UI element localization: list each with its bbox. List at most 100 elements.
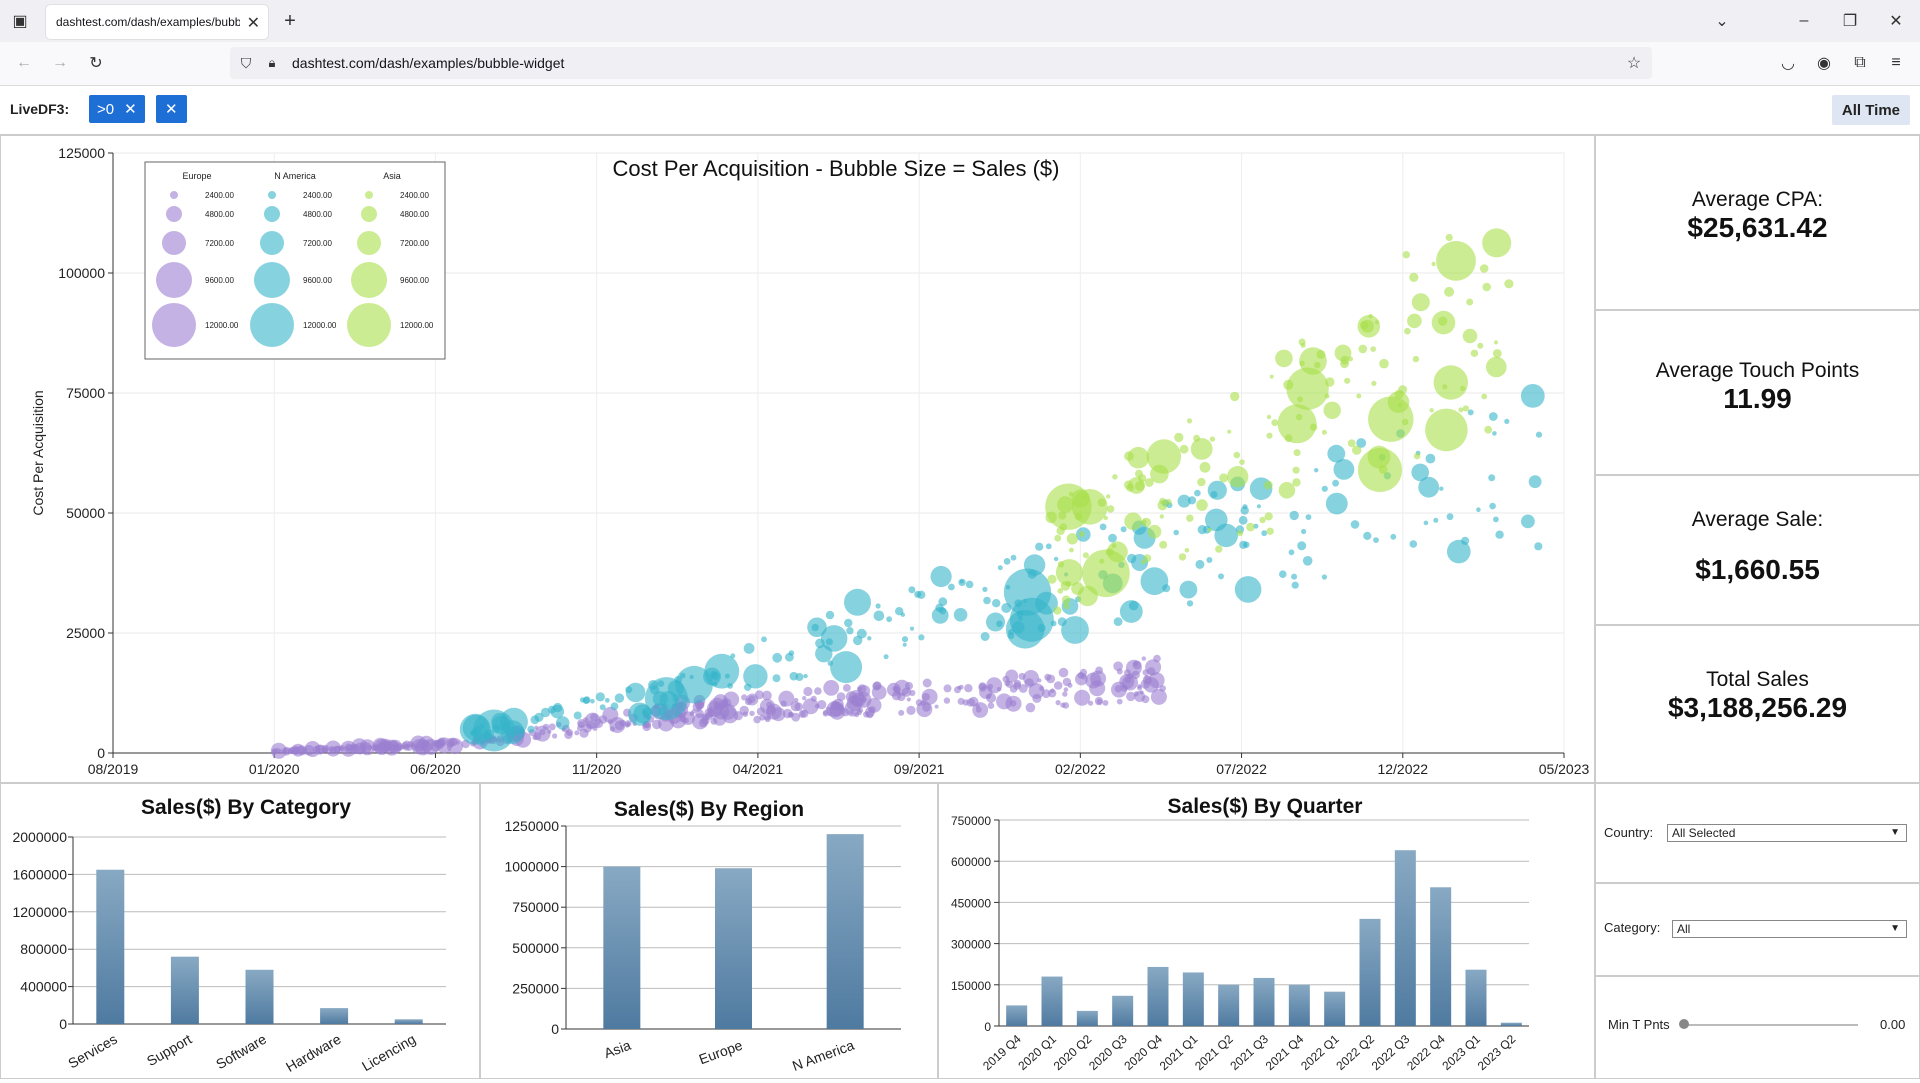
bubble bbox=[856, 628, 867, 639]
bubble bbox=[1005, 695, 1022, 712]
bubble bbox=[1482, 228, 1512, 258]
bubble bbox=[1143, 554, 1152, 563]
bubble bbox=[405, 744, 413, 751]
bubble bbox=[1504, 279, 1514, 289]
window-close-icon[interactable]: ✕ bbox=[1889, 13, 1903, 30]
bubble bbox=[577, 725, 583, 732]
bubble bbox=[1458, 407, 1464, 413]
legend-bubble bbox=[162, 231, 186, 255]
bubble bbox=[1325, 492, 1348, 515]
x-tick-label: Hardware bbox=[283, 1031, 344, 1075]
bar bbox=[170, 956, 199, 1024]
slider-track[interactable] bbox=[1683, 1024, 1858, 1026]
minimize-icon[interactable]: – bbox=[1799, 12, 1809, 29]
bubble bbox=[895, 607, 904, 616]
bookmark-star-icon[interactable]: ☆ bbox=[1626, 55, 1642, 72]
shield-icon[interactable]: ⛉ bbox=[240, 54, 252, 71]
bubble bbox=[965, 580, 974, 589]
url-bar[interactable]: ⛉ 🔒︎ dashtest.com/dash/examples/bubble-w… bbox=[230, 47, 1652, 79]
bubble bbox=[1219, 473, 1229, 483]
bubble bbox=[1521, 514, 1535, 529]
restore-icon[interactable]: ❐ bbox=[1842, 13, 1858, 30]
bar bbox=[1253, 977, 1275, 1026]
bubble bbox=[920, 700, 927, 706]
bubble bbox=[980, 632, 990, 641]
chip-remove-icon[interactable]: ✕ bbox=[124, 101, 137, 118]
new-tab-icon[interactable]: + bbox=[284, 9, 296, 32]
bubble bbox=[1190, 438, 1213, 460]
bubble bbox=[1379, 358, 1389, 369]
bubble bbox=[1113, 661, 1123, 671]
bubble bbox=[1279, 570, 1287, 578]
bubble bbox=[843, 684, 851, 692]
bar bbox=[245, 969, 274, 1024]
x-tick-label: 08/2019 bbox=[88, 761, 139, 777]
bubble bbox=[540, 707, 551, 718]
legend-bubble bbox=[170, 191, 178, 199]
bubble bbox=[1347, 439, 1356, 448]
bubble bbox=[1186, 418, 1193, 424]
bubble bbox=[1411, 293, 1430, 312]
back-icon[interactable]: ← bbox=[16, 54, 32, 71]
bubble bbox=[790, 701, 801, 712]
y-tick-label: 0 bbox=[97, 745, 105, 761]
lock-icon[interactable]: 🔒︎ bbox=[268, 55, 276, 70]
bubble bbox=[1442, 384, 1448, 390]
bubble bbox=[1444, 286, 1455, 297]
tab-overflow-chevron-icon[interactable]: ⌄ bbox=[1715, 13, 1729, 30]
legend-bubble bbox=[268, 191, 276, 199]
bubble bbox=[934, 704, 939, 709]
y-tick-label: 2000000 bbox=[12, 829, 67, 845]
legend-bubble bbox=[357, 231, 381, 255]
bubble bbox=[763, 712, 772, 721]
browser-tab[interactable]: dashtest.com/dash/examples/bubble-widget… bbox=[46, 5, 268, 39]
bubble bbox=[1266, 432, 1273, 439]
bubble bbox=[1127, 446, 1150, 469]
x-tick-label: 2020 Q3 bbox=[1086, 1032, 1130, 1073]
x-tick-label: 2022 Q2 bbox=[1333, 1032, 1377, 1073]
bubble bbox=[1137, 684, 1142, 689]
bubble bbox=[1344, 377, 1351, 384]
y-tick-label: 125000 bbox=[58, 145, 105, 161]
reload-icon[interactable]: ↻ bbox=[89, 55, 103, 72]
url-text[interactable]: dashtest.com/dash/examples/bubble-widget bbox=[292, 55, 565, 71]
filter-chip[interactable]: >0 ✕ bbox=[89, 95, 145, 123]
menu-icon[interactable]: ≡ bbox=[1891, 54, 1901, 71]
country-select[interactable]: All Selected ▼ bbox=[1667, 824, 1907, 842]
tab-list-icon[interactable]: ▣ bbox=[12, 13, 28, 30]
bubble bbox=[902, 642, 907, 647]
extensions-icon[interactable]: ⧉ bbox=[1854, 54, 1866, 71]
bubble bbox=[766, 705, 777, 716]
account-icon[interactable]: ◉ bbox=[1817, 55, 1831, 72]
all-time-button[interactable]: All Time bbox=[1831, 95, 1910, 125]
tab-close-icon[interactable]: ✕ bbox=[246, 15, 260, 32]
bubble bbox=[1153, 654, 1161, 663]
bubble bbox=[574, 730, 580, 736]
bubble bbox=[1114, 685, 1123, 693]
bubble bbox=[1197, 525, 1207, 535]
category-select[interactable]: All ▼ bbox=[1672, 920, 1907, 938]
bubble bbox=[931, 607, 949, 624]
clear-filters-button[interactable]: ✕ bbox=[156, 95, 187, 123]
bubble bbox=[1446, 513, 1454, 521]
bubble bbox=[1138, 474, 1147, 483]
bubble bbox=[1292, 478, 1301, 487]
dropdown-arrow-icon: ▼ bbox=[1890, 923, 1900, 934]
bubble bbox=[1061, 595, 1071, 604]
y-tick-label: 150000 bbox=[951, 979, 991, 993]
bubble bbox=[1492, 349, 1502, 358]
pocket-icon[interactable]: ◡ bbox=[1781, 55, 1795, 72]
bubble bbox=[1481, 393, 1488, 400]
bubble bbox=[978, 682, 987, 690]
bubble bbox=[1323, 401, 1341, 419]
slider-handle[interactable] bbox=[1679, 1019, 1689, 1029]
bubble bbox=[953, 608, 968, 622]
bubble bbox=[1044, 673, 1052, 681]
bubble bbox=[1112, 474, 1118, 480]
bubble bbox=[1286, 367, 1329, 410]
legend-bubble bbox=[152, 303, 196, 347]
bubble bbox=[1356, 393, 1362, 399]
bubble bbox=[1352, 445, 1362, 455]
bubble bbox=[938, 597, 948, 607]
forward-icon[interactable]: → bbox=[52, 54, 68, 71]
